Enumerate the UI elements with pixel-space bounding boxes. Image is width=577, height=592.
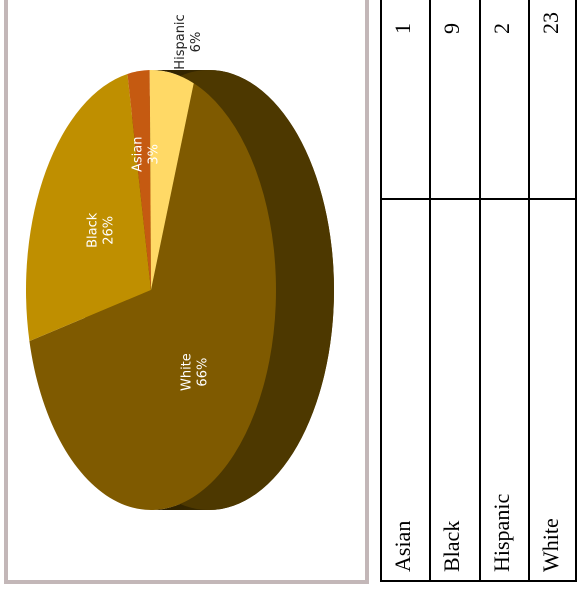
- table-cell-label: Black: [439, 520, 464, 572]
- table-cell-value: 23: [538, 12, 563, 34]
- pie-slice-hispanic: [149, 69, 194, 290]
- table-row-border: [528, 0, 530, 582]
- table-row-border: [429, 0, 431, 582]
- pie-slice-white: [29, 83, 276, 510]
- slice-label-black: Black26%: [85, 212, 116, 248]
- pie-slice-asian: [127, 70, 151, 290]
- pie-slice-black: [26, 73, 152, 342]
- table-bottom-border: [380, 580, 577, 582]
- table-cell-label: Hispanic: [489, 493, 514, 572]
- table-cell-label: White: [538, 518, 563, 572]
- slice-label-white: White66%: [180, 353, 211, 391]
- table-cell-value: 2: [489, 23, 514, 34]
- table-cell-label: Asian: [390, 520, 415, 572]
- table-column-border: [380, 198, 577, 200]
- table-cell-value: 9: [439, 23, 464, 34]
- chart-area: White66% Black26% Asian3% Hispanic6%: [4, 0, 369, 584]
- table-cell-value: 1: [390, 23, 415, 34]
- table-row-border: [479, 0, 481, 582]
- data-table: Asian 1 Black 9 Hispanic 2 White 23: [380, 0, 577, 582]
- slice-label-asian: Asian3%: [130, 137, 161, 172]
- table-row-border: [380, 0, 382, 582]
- slice-label-hispanic: Hispanic6%: [173, 14, 204, 69]
- table-row-border: [575, 0, 577, 582]
- pie-chart: White66% Black26% Asian3% Hispanic6%: [26, 14, 334, 510]
